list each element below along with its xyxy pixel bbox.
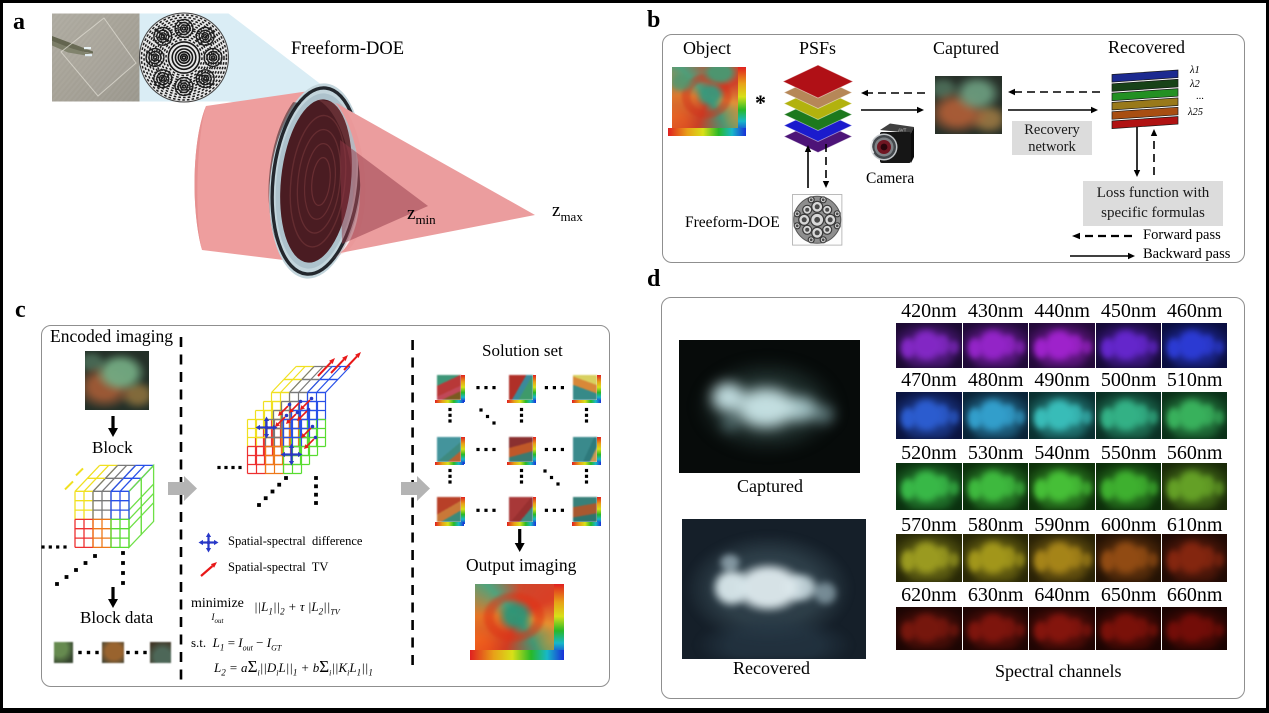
svg-text:AVT: AVT bbox=[898, 128, 907, 133]
